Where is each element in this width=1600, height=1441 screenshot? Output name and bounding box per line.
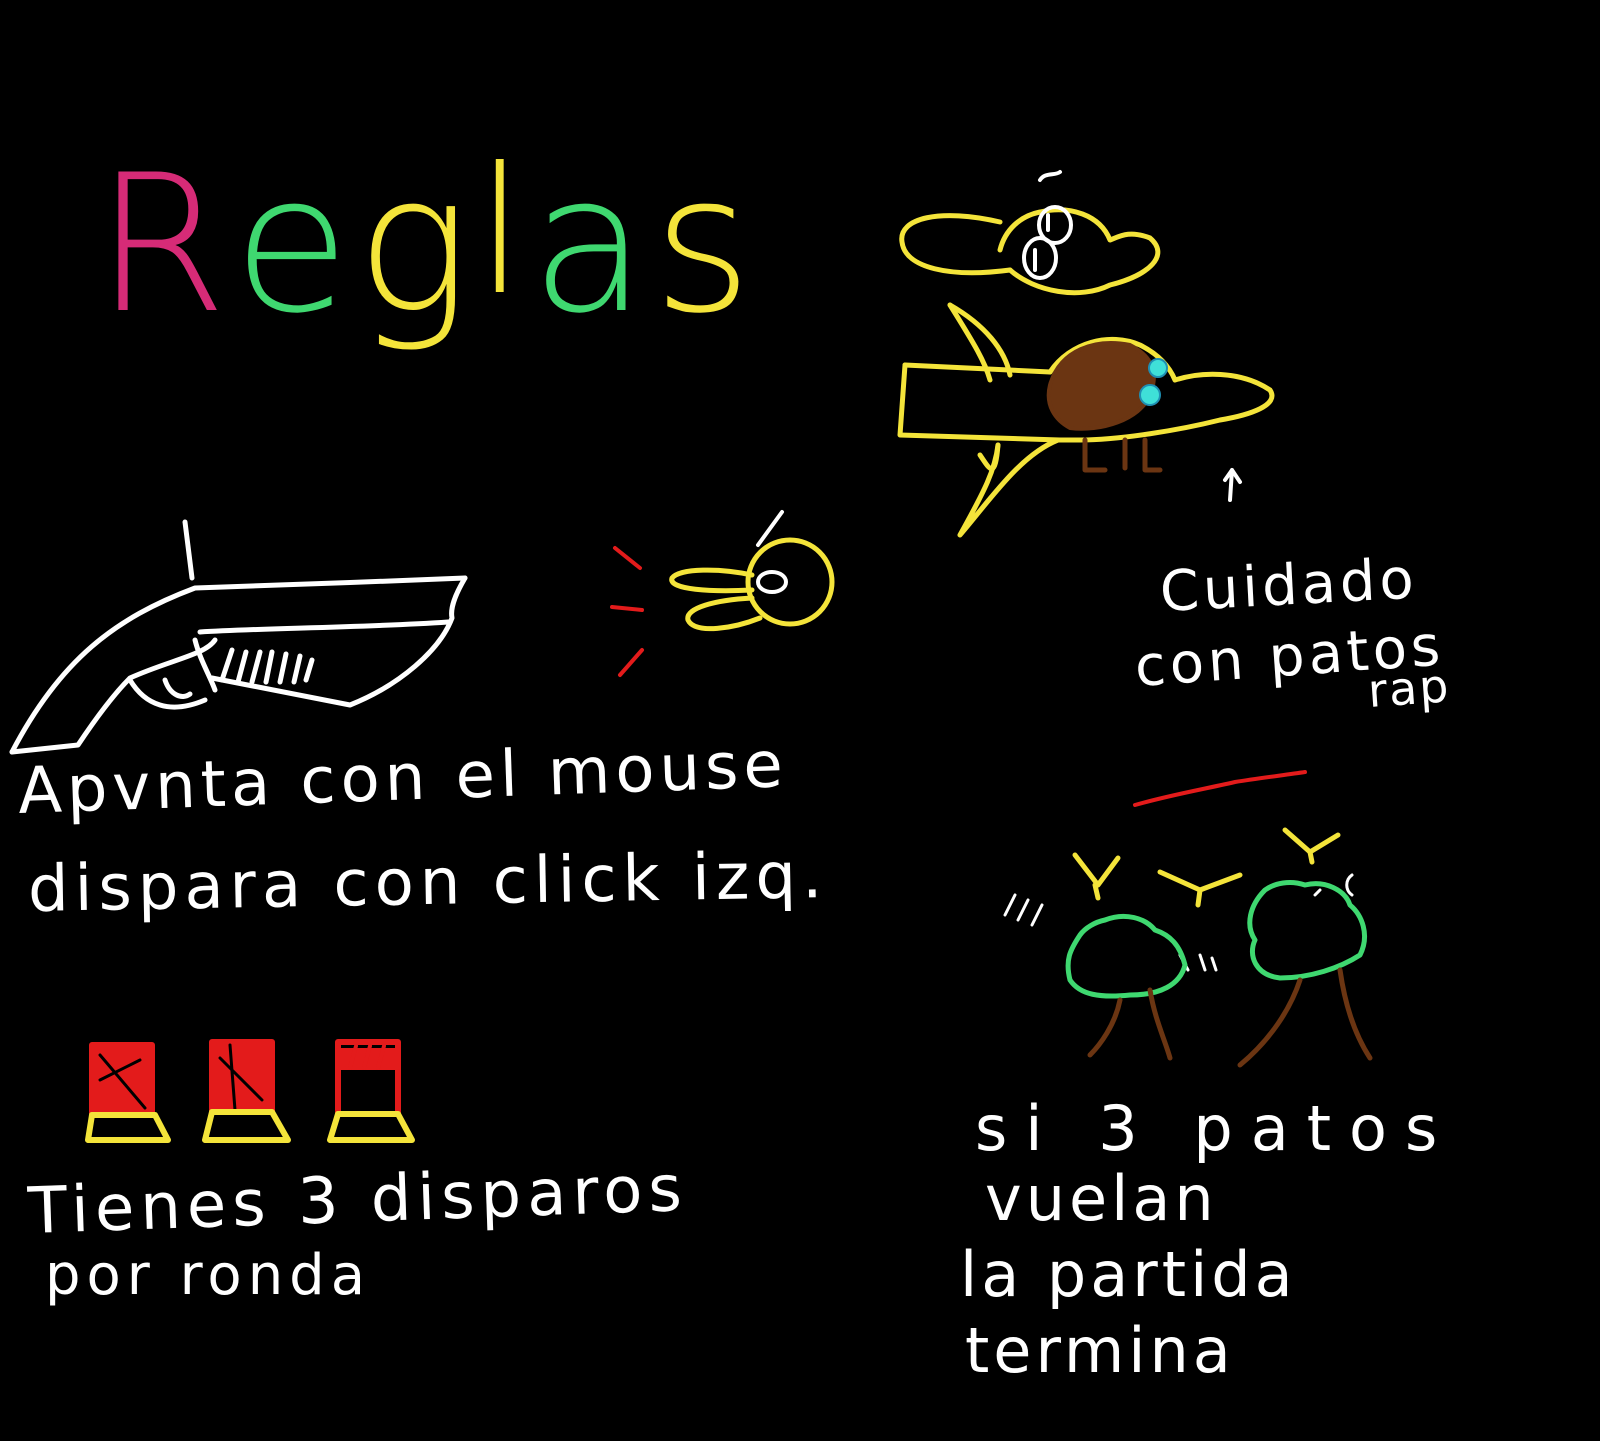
shot-duck-icon: [610, 510, 835, 677]
game-over-line-1: si 3 patos: [975, 1092, 1456, 1165]
pistol-icon: [9, 519, 468, 755]
title-letter: s: [653, 134, 759, 355]
shell-icons: [85, 1039, 415, 1143]
rule-shoot-text: dispara con click izq.: [27, 839, 829, 927]
title-letter: R: [95, 134, 234, 355]
page-title: Reglas: [95, 134, 752, 380]
warning-line-3: rap: [1366, 658, 1452, 718]
game-over-line-3: la partida: [960, 1238, 1297, 1311]
rap-duck-icon: [897, 302, 1275, 538]
shell-icon: [85, 1042, 171, 1143]
warning-line-1: Cuidado: [1158, 546, 1420, 625]
title-letter: g: [355, 134, 476, 355]
shell-icon: [327, 1039, 415, 1143]
game-over-line-4: termina: [965, 1314, 1235, 1387]
rule-round-text: por ronda: [45, 1243, 372, 1308]
title-letter: l: [475, 131, 531, 334]
escaping-ducks-icon: [1003, 770, 1373, 1068]
title-letter: e: [233, 134, 356, 355]
game-over-line-2: vuelan: [985, 1162, 1218, 1235]
title-letter: a: [530, 134, 654, 355]
shell-icon: [202, 1039, 291, 1143]
flying-duck-icon: [899, 170, 1161, 296]
